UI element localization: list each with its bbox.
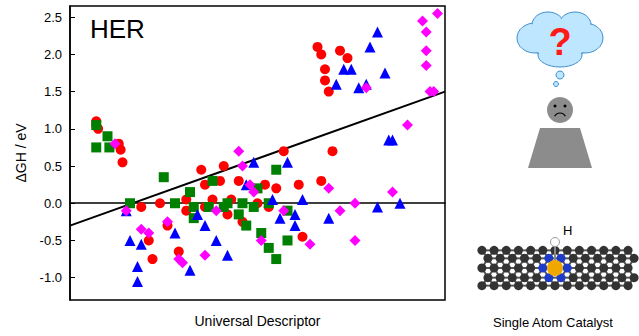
svg-text:0.5: 0.5: [44, 159, 62, 174]
svg-text:?: ?: [548, 21, 571, 63]
svg-text:-1.0: -1.0: [40, 270, 62, 285]
svg-text:2.0: 2.0: [44, 47, 62, 62]
svg-text:Universal Descriptor: Universal Descriptor: [194, 313, 320, 329]
svg-text:1.0: 1.0: [44, 121, 62, 136]
svg-text:Single Atom Catalyst: Single Atom Catalyst: [493, 315, 613, 330]
svg-text:-0.5: -0.5: [40, 233, 62, 248]
svg-text:2.5: 2.5: [44, 10, 62, 25]
svg-text:H: H: [563, 223, 572, 238]
svg-text:HER: HER: [90, 14, 145, 44]
svg-text:0.0: 0.0: [44, 196, 62, 211]
svg-text:1.5: 1.5: [44, 84, 62, 99]
svg-text:ΔGH / eV: ΔGH / eV: [13, 123, 29, 183]
